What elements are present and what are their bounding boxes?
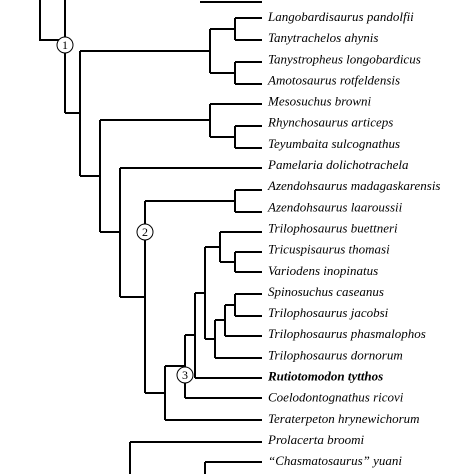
taxon-label: Amotosaurus rotfeldensis — [267, 72, 400, 87]
node-label: 3 — [182, 368, 188, 382]
taxon-label: Pamelaria dolichotrachela — [267, 157, 409, 172]
taxon-label: “Chasmatosaurus” yuani — [268, 453, 402, 468]
taxon-label: Azendohsaurus madagaskarensis — [267, 178, 441, 193]
node-circle — [136, 223, 154, 241]
taxon-label: Trilophosaurus jacobsi — [268, 305, 389, 320]
taxon-label: Trilophosaurus dornorum — [268, 347, 403, 362]
taxon-label: Tanytrachelos ahynis — [268, 30, 378, 45]
taxon-label: Coelodontognathus ricovi — [268, 390, 404, 405]
node-circle — [176, 366, 194, 384]
branches — [39, 0, 262, 474]
taxon-label: Spinosuchus caseanus — [268, 284, 384, 299]
taxon-label: Rhynchosaurus articeps — [267, 115, 393, 130]
branch — [214, 293, 262, 359]
taxon-label: Tanystropheus longobardicus — [268, 51, 421, 66]
branch — [129, 441, 262, 474]
taxon-label: Tricuspisaurus thomasi — [268, 242, 390, 257]
taxon-label: Variodens inopinatus — [268, 263, 378, 278]
taxon-label: Teyumbaita sulcognathus — [268, 136, 400, 151]
taxon-label: Prolacerta broomi — [267, 432, 365, 447]
taxon-label: Azendohsaurus laaroussii — [267, 199, 403, 214]
taxon-label: Trilophosaurus phasmalophos — [268, 326, 426, 341]
node-label: 1 — [62, 38, 68, 52]
branch — [39, 0, 262, 394]
node-label: 2 — [142, 225, 148, 239]
taxon-label: Mesosuchus browni — [267, 94, 372, 109]
branch — [219, 231, 262, 273]
taxon-label: Teraterpeton hrynewichorum — [268, 411, 420, 426]
taxon-label: Rutiotomodon tytthos — [267, 369, 383, 384]
branch — [209, 103, 262, 149]
taxon-label: Trilophosaurus buettneri — [268, 220, 398, 235]
node-circle — [56, 36, 74, 54]
branch — [234, 189, 262, 213]
branch — [209, 17, 262, 85]
taxon-label: Langobardisaurus pandolfii — [267, 9, 414, 24]
